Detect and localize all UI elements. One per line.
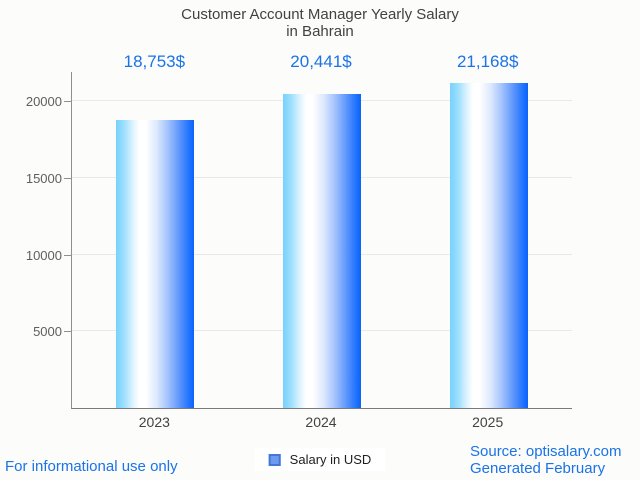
legend: Salary in USD xyxy=(254,448,386,471)
bar-2025 xyxy=(449,83,528,408)
y-tick-mark xyxy=(64,101,71,103)
bar-slot xyxy=(405,72,572,408)
chart-title-line1: Customer Account Manager Yearly Salary xyxy=(181,6,459,23)
footer-generated: Generated February 2025 xyxy=(470,460,606,480)
footer-disclaimer: For informational use only xyxy=(5,458,178,475)
legend-swatch-icon xyxy=(268,453,281,466)
bar-value-label: 18,753$ xyxy=(123,52,186,71)
bar-2024 xyxy=(283,94,361,408)
footer-source: Source: optisalary.com xyxy=(470,443,622,460)
footer-source-block: Source: optisalary.com Generated Februar… xyxy=(470,443,640,480)
y-tick-mark xyxy=(64,331,71,333)
bar-slot xyxy=(239,72,406,408)
y-tick-label: 20000 xyxy=(25,94,62,110)
x-axis-labels: 2023 2024 2025 xyxy=(71,414,571,430)
bar-value-labels: 18,753$ 20,441$ 21,168$ xyxy=(71,52,571,72)
x-axis-label: 2023 xyxy=(138,414,170,430)
y-tick-label: 15000 xyxy=(25,170,62,186)
y-tick-mark xyxy=(64,177,71,179)
bar-2023 xyxy=(116,120,195,408)
y-axis: 5000 10000 15000 20000 xyxy=(0,72,62,408)
bar-value-label: 21,168$ xyxy=(456,52,519,71)
bar-value-label: 20,441$ xyxy=(290,52,352,71)
x-axis-label: 2025 xyxy=(472,414,504,430)
bar-slot xyxy=(72,72,239,408)
bars xyxy=(72,72,572,408)
y-tick-mark xyxy=(64,254,71,256)
y-tick-label: 5000 xyxy=(33,324,62,340)
chart-title-line2: in Bahrain xyxy=(286,23,354,40)
plot-area xyxy=(71,72,572,409)
legend-label: Salary in USD xyxy=(289,452,372,467)
y-tick-label: 10000 xyxy=(25,247,62,263)
chart-title: Customer Account Manager Yearly Salary i… xyxy=(0,6,640,40)
x-axis-label: 2024 xyxy=(305,414,337,430)
